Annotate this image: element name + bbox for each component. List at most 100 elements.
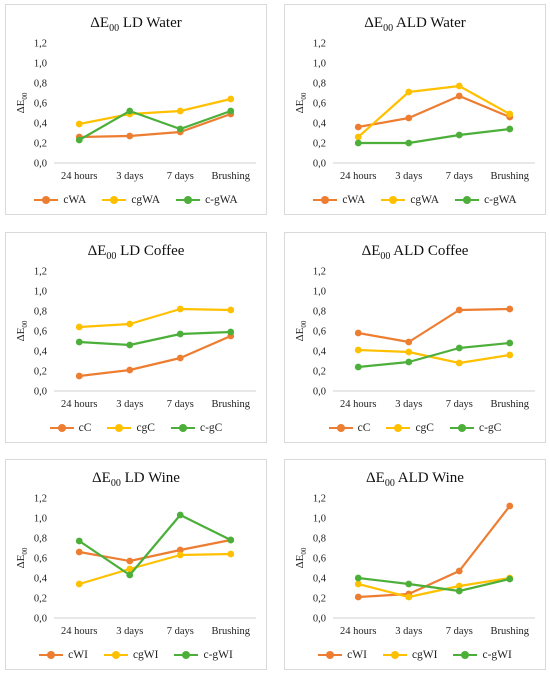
legend-label: c-gC — [199, 422, 223, 434]
y-tick-label: 0,6 — [34, 99, 47, 110]
data-point — [227, 107, 235, 115]
legend-item: c-gWI — [453, 649, 512, 661]
chart-panel-ld-coffee: ΔE00 LD Coffee 0,0 0,2 0,4 0,6 0,8 1,0 1,2 ΔE00 2… — [5, 232, 267, 443]
series-line — [357, 576, 510, 599]
x-tick-label: 24 hours — [340, 626, 376, 637]
data-point — [405, 358, 413, 366]
y-axis-label-sub: 00 — [300, 320, 308, 328]
y-tick-label: 1,2 — [313, 494, 326, 505]
x-tick-label: Brushing — [211, 626, 250, 637]
data-point — [506, 575, 514, 583]
data-point — [176, 546, 184, 554]
series-cWI — [354, 502, 514, 601]
legend-item: cC — [49, 422, 91, 434]
chart-title-sub: 00 — [106, 251, 117, 262]
line-chart-svg: 0,0 0,2 0,4 0,6 0,8 1,0 1,2 ΔE00 24 hours 3 days 7… — [15, 494, 256, 637]
data-point — [176, 107, 184, 115]
data-point — [506, 339, 514, 347]
chart-title-rest: LD Wine — [120, 470, 180, 486]
x-tick-label: Brushing — [490, 626, 529, 637]
chart-title: ΔE00 ALD Coffee — [285, 243, 545, 262]
y-axis-label: ΔE00 — [294, 92, 308, 113]
series-line — [78, 513, 232, 577]
data-point — [176, 551, 184, 559]
data-point — [75, 537, 83, 545]
y-tick-label: 0,4 — [313, 574, 327, 585]
y-tick-label: 1,0 — [34, 287, 47, 298]
y-tick-label: 0,8 — [313, 79, 326, 90]
series-c-gWI — [75, 511, 235, 579]
x-tick-label: 3 days — [395, 171, 422, 182]
x-tick-label: 3 days — [116, 399, 143, 410]
y-tick-label: 0,6 — [34, 327, 47, 338]
legend-swatch — [318, 650, 343, 660]
legend-item: c-gC — [170, 422, 223, 434]
legend-label: cgC — [415, 422, 434, 434]
legend-swatch — [107, 423, 132, 433]
data-point — [126, 366, 134, 374]
x-tick-label: 3 days — [116, 626, 143, 637]
legend-swatch — [49, 423, 74, 433]
y-axis-label-sub: 00 — [21, 320, 29, 328]
data-point — [126, 320, 134, 328]
x-tick-label: Brushing — [211, 171, 250, 182]
y-tick-label: 1,2 — [34, 494, 47, 505]
x-tick-label: 7 days — [446, 626, 473, 637]
legend-label: c-gC — [478, 422, 502, 434]
chart-title-main: ΔE — [361, 243, 381, 259]
y-tick-label: 0,0 — [34, 387, 47, 398]
legend-swatch — [449, 423, 474, 433]
legend-label: cgWA — [410, 194, 440, 206]
series-line — [358, 307, 510, 344]
y-tick-label: 0,6 — [313, 554, 326, 565]
series-cWA — [354, 92, 514, 131]
series-cgWI — [75, 550, 235, 588]
line-chart-svg: 0,0 0,2 0,4 0,6 0,8 1,0 1,2 ΔE00 24 hours 3 days 7… — [15, 267, 256, 410]
y-tick-label: 0,0 — [34, 614, 47, 625]
chart-title-main: ΔE — [87, 243, 107, 259]
y-tick-label: 0,4 — [34, 119, 48, 130]
y-tick-label: 0,4 — [34, 347, 48, 358]
x-tick-label: 24 hours — [61, 399, 97, 410]
data-point — [405, 593, 413, 601]
x-tick-label: 7 days — [446, 399, 473, 410]
data-point — [354, 346, 362, 354]
data-point — [75, 338, 83, 346]
series-cWA — [75, 110, 235, 141]
legend-swatch — [328, 423, 353, 433]
data-point — [176, 125, 184, 133]
data-point — [455, 587, 463, 595]
y-tick-label: 0,2 — [313, 594, 326, 605]
legend-item: cgWA — [102, 194, 160, 206]
legend-swatch — [455, 195, 480, 205]
legend-label: cC — [357, 422, 371, 434]
chart-title-rest: ALD Water — [393, 15, 466, 31]
series-c-gC — [75, 328, 235, 349]
y-tick-label: 1,0 — [34, 514, 47, 525]
chart-legend: cC cgC c-gC — [285, 422, 545, 434]
y-tick-label: 0,2 — [34, 594, 47, 605]
x-tick-label: 3 days — [116, 171, 143, 182]
data-point — [75, 548, 83, 556]
y-tick-label: 0,8 — [34, 307, 47, 318]
series-line — [79, 538, 231, 563]
legend-item: c-gC — [449, 422, 502, 434]
y-tick-label: 0,2 — [34, 367, 47, 378]
legend-swatch — [174, 650, 199, 660]
y-axis-label-main: ΔE — [294, 327, 306, 341]
y-tick-label: 0,0 — [313, 387, 326, 398]
legend-label: c-gWA — [484, 194, 517, 206]
legend-swatch — [34, 195, 59, 205]
y-axis-label: ΔE00 — [15, 547, 29, 568]
data-point — [227, 95, 235, 103]
data-point — [354, 574, 362, 582]
y-tick-label: 1,0 — [313, 287, 326, 298]
y-tick-label: 0,6 — [313, 327, 326, 338]
x-tick-label: 24 hours — [340, 171, 376, 182]
y-tick-label: 0,4 — [313, 119, 327, 130]
x-tick-label: 24 hours — [61, 171, 97, 182]
chart-panel-ald-coffee: ΔE00 ALD Coffee 0,0 0,2 0,4 0,6 0,8 1,0 1,2 ΔE00… — [284, 232, 546, 443]
y-axis-label: ΔE00 — [294, 320, 308, 341]
chart-title: ΔE00 ALD Water — [285, 15, 545, 34]
y-tick-label: 0,0 — [34, 159, 47, 170]
